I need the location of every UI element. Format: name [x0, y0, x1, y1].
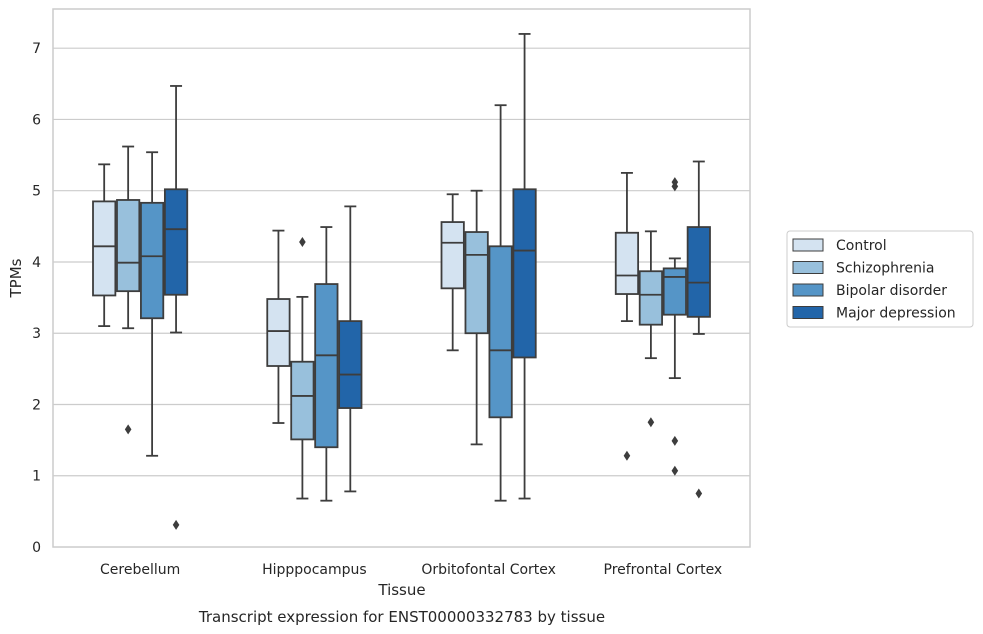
box-2-2	[488, 104, 513, 502]
legend-label: Schizophrenia	[836, 261, 934, 277]
legend-label: Major depression	[836, 306, 956, 322]
outlier-point	[623, 450, 631, 461]
outlier-point	[299, 237, 306, 248]
box-iqr	[512, 188, 537, 359]
box-iqr	[140, 201, 165, 320]
box-iqr	[686, 226, 711, 318]
x-tick-label: Hipppocampus	[262, 562, 367, 578]
y-tick-label: 4	[32, 255, 41, 271]
box-iqr	[92, 200, 117, 297]
legend-frame	[786, 230, 974, 328]
x-tick-label: Orbitofontal Cortex	[421, 562, 556, 578]
box-iqr	[638, 270, 663, 326]
box-2-1	[464, 189, 489, 446]
box-iqr	[488, 245, 513, 419]
box-1-3	[338, 205, 363, 493]
legend-label: Bipolar disorder	[836, 283, 947, 299]
y-axis-label: TPMs	[7, 258, 25, 298]
box-0-1	[116, 145, 141, 435]
box-1-2	[314, 226, 339, 502]
plot-frame	[52, 8, 751, 548]
box-3-2	[662, 177, 687, 476]
box-1-0	[266, 229, 291, 424]
outlier-point	[647, 417, 655, 428]
legend-label: Control	[836, 238, 887, 254]
box-0-3	[163, 85, 189, 530]
box-1-1	[290, 237, 315, 500]
box-0-2	[140, 151, 165, 457]
outlier-point	[124, 424, 132, 435]
y-tick-label: 5	[32, 184, 41, 200]
x-tick-label: Prefrontal Cortex	[604, 562, 723, 578]
box-3-1	[638, 230, 663, 428]
box-0-0	[92, 163, 117, 327]
box-iqr	[440, 221, 465, 290]
plot-area	[92, 33, 711, 530]
box-iqr	[163, 188, 189, 296]
x-tick-label: Cerebellum	[100, 562, 180, 578]
box-2-0	[440, 193, 465, 352]
x-tick-labels: Cerebellum Hipppocampus Orbitofontal Corte…	[100, 562, 722, 578]
box-iqr	[266, 298, 291, 367]
box-iqr	[314, 283, 339, 449]
y-tick-label: 3	[32, 326, 41, 342]
y-tick-label: 7	[32, 41, 41, 57]
box-iqr	[614, 231, 640, 295]
y-tick-label: 1	[32, 469, 41, 485]
y-tick-labels: 0 1 2 3 4 5 6 7	[32, 41, 41, 556]
x-axis-label: Tissue	[377, 581, 425, 599]
chart-caption: Transcript expression for ENST0000033278…	[198, 608, 605, 626]
box-iqr	[290, 360, 315, 441]
outlier-point	[671, 435, 679, 446]
legend-swatch	[792, 306, 824, 319]
box-iqr	[464, 231, 489, 335]
box-iqr	[662, 267, 687, 316]
outlier-point	[671, 465, 679, 476]
legend-swatch	[792, 283, 824, 297]
outlier-point	[695, 488, 703, 499]
box-3-0	[614, 171, 640, 461]
legend-swatch	[792, 238, 824, 252]
y-tick-label: 2	[32, 397, 41, 413]
y-tick-label: 6	[32, 112, 41, 128]
box-iqr	[338, 320, 363, 409]
box-2-3	[512, 33, 537, 500]
box-iqr	[116, 199, 141, 293]
outlier-point	[172, 519, 180, 530]
y-tick-label: 0	[32, 540, 41, 556]
box-3-3	[686, 160, 711, 499]
legend: Control Schizophrenia Bipolar disorder Majo…	[786, 230, 974, 328]
outlier-point	[671, 177, 679, 188]
legend-swatch	[792, 261, 824, 274]
